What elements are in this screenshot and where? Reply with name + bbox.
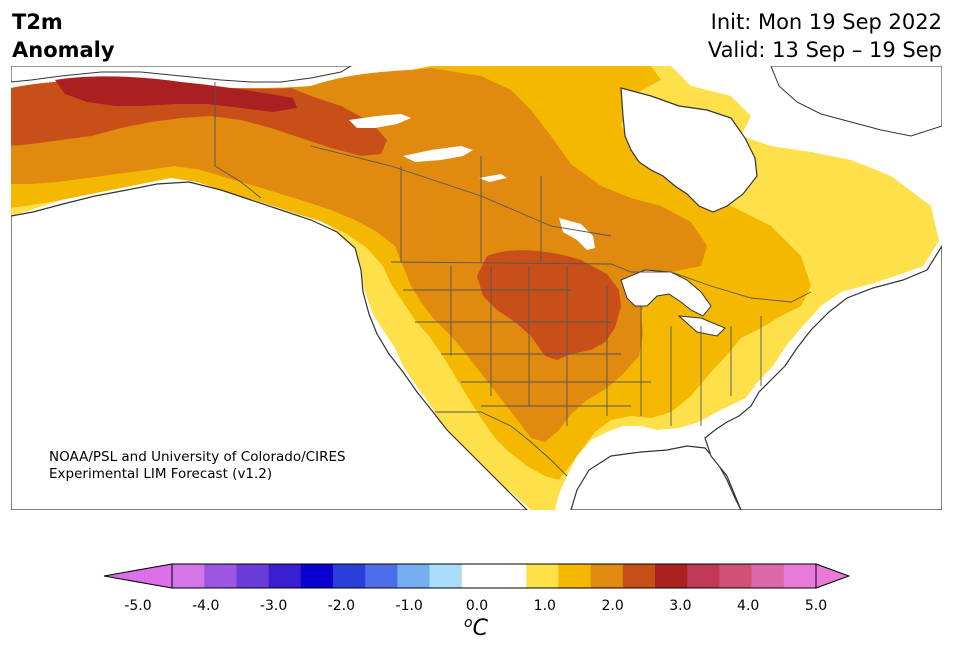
colorbar-tick-label: -4.0 — [192, 598, 220, 614]
colorbar-segment — [751, 564, 785, 588]
great-slave-lake — [403, 146, 473, 162]
title-line-2: Anomaly — [12, 38, 115, 62]
anomaly-map — [11, 66, 942, 510]
init-date: Init: Mon 19 Sep 2022 — [710, 10, 942, 34]
title-line-1: T2m — [12, 10, 63, 34]
colorbar-segment — [236, 564, 269, 588]
unit-letter: C — [472, 616, 488, 641]
colorbar-segment — [172, 564, 205, 588]
colorbar-segment — [365, 564, 398, 588]
valid-range: Valid: 13 Sep – 19 Sep — [707, 38, 942, 62]
great-bear-lake — [349, 114, 411, 128]
colorbar-segments — [172, 564, 817, 588]
us-canada-border — [390, 261, 812, 303]
atlantic-ocean — [704, 244, 942, 510]
colorbar-segment — [333, 564, 366, 588]
great-lakes — [620, 269, 726, 337]
credit-line-2: Experimental LIM Forecast (v1.2) — [49, 466, 273, 482]
colorbar-tick-label: -2.0 — [327, 598, 356, 614]
colorbar-tick-label: 0.0 — [465, 598, 489, 614]
us-mexico-border — [435, 411, 568, 477]
colorbar-segment — [655, 564, 688, 588]
colorbar-tick-label: -3.0 — [259, 598, 288, 614]
colorbar-segment — [461, 564, 495, 588]
baffin-sea — [770, 66, 942, 137]
colorbar-over-arrow — [815, 563, 850, 589]
colorbar-unit: oC — [464, 615, 488, 641]
colorbar-segment — [397, 564, 430, 588]
colorbar-segment — [429, 564, 463, 588]
colorbar-segment — [494, 564, 527, 588]
lake-winnipeg — [559, 218, 595, 250]
colorbar-tick-label: -1.0 — [395, 598, 423, 614]
credit-line-1: NOAA/PSL and University of Colorado/CIRE… — [49, 449, 346, 465]
colorbar-segment — [783, 564, 817, 588]
colorbar-segment — [687, 564, 720, 588]
province-lines — [310, 145, 612, 262]
colorbar-outline — [171, 563, 817, 589]
map-canvas — [11, 66, 942, 510]
colorbar-segment — [590, 564, 624, 588]
colorbar-tick-label: 2.0 — [601, 598, 624, 614]
colorbar-tick-label: 5.0 — [804, 598, 828, 614]
lake-athabasca — [479, 174, 507, 182]
colorbar-tick-label: 4.0 — [737, 598, 760, 614]
colorbar-segment — [558, 564, 591, 588]
gulf-of-mexico — [570, 445, 742, 510]
colorbar-segment — [526, 564, 559, 588]
credit-text: NOAA/PSL and University of Colorado/CIRE… — [49, 449, 346, 483]
forecast-dates: Init: Mon 19 Sep 2022 Valid: 13 Sep – 19… — [708, 8, 942, 64]
pacific-ocean — [11, 181, 528, 510]
colorbar-segment — [622, 564, 656, 588]
colorbar-tick-label: 3.0 — [669, 598, 692, 614]
colorbar-segment — [268, 564, 302, 588]
land-warm-extreme — [55, 76, 297, 112]
colorbar-segment — [204, 564, 237, 588]
colorbar-segment — [300, 564, 334, 588]
land-warm-strong — [11, 68, 707, 442]
alaska-border — [214, 82, 262, 199]
colorbar-under-arrow — [104, 563, 173, 589]
arctic-ocean — [11, 66, 352, 83]
unit-degree: o — [464, 615, 473, 631]
colorbar-tick-label: -5.0 — [124, 598, 152, 614]
colorbar-tick-label: 1.0 — [533, 598, 556, 614]
political-borders — [214, 82, 812, 477]
colorbar-segment — [719, 564, 752, 588]
colorbar — [104, 563, 850, 589]
map-title: T2m Anomaly — [12, 8, 115, 64]
land-warm-very-strong-plains — [477, 250, 621, 360]
state-lines — [403, 266, 762, 426]
hudson-bay — [620, 87, 758, 213]
